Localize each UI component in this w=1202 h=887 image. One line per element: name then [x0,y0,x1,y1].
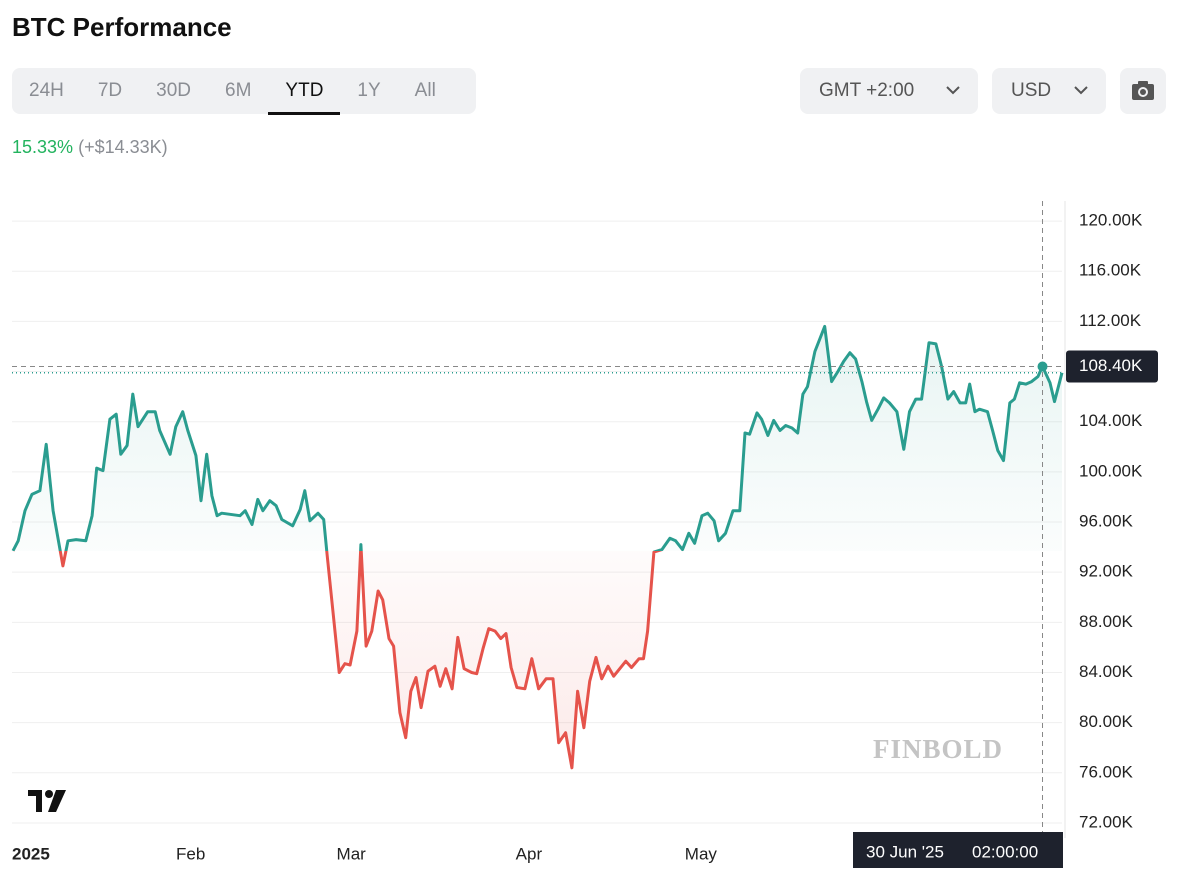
y-tick-label: 76.00K [1079,762,1134,781]
x-tick-label: 2025 [12,844,50,863]
y-tick-label: 80.00K [1079,712,1134,731]
change-amount: (+$14.33K) [78,137,168,157]
price-label: 108.40K [1079,356,1143,375]
date-label-box [853,832,1063,868]
range-tab[interactable]: YTD [268,68,341,115]
timezone-select[interactable]: GMT +2:00 [800,68,978,114]
y-tick-label: 100.00K [1079,461,1143,480]
camera-icon [1132,81,1154,100]
y-tick-label: 112.00K [1079,311,1142,330]
currency-label: USD [1011,80,1052,101]
chevron [946,86,960,95]
y-tick-label: 116.00K [1079,261,1142,280]
time-label: 02:00:00 [972,842,1038,861]
x-tick-label: Apr [516,844,543,863]
range-tab[interactable]: All [414,80,436,101]
range-tab[interactable]: 24H [29,80,64,101]
y-tick-label: 104.00K [1079,411,1143,430]
change: 15.33% (+$14.33K) [12,137,168,158]
y-tick-label: 88.00K [1079,612,1134,631]
range-tab[interactable]: 7D [97,80,123,101]
timezone-label: GMT +2:00 [819,80,915,101]
range-tab[interactable]: 1Y [357,80,381,101]
watermark: FINBOLD [873,734,1003,764]
range-tabs: 24H 7D 30D 6M YTD 1Y All [12,68,476,115]
x-tick-label: Mar [337,844,367,863]
y-tick-label: 120.00K [1079,211,1143,230]
tradingview-logo [28,790,66,812]
price-label-box [1066,350,1158,383]
currency-select[interactable]: USD [992,68,1106,114]
y-tick-label: 84.00K [1079,662,1134,681]
range-tab[interactable]: 30D [156,80,192,101]
price-line [11,324,1064,770]
x-tick-label: May [685,844,718,863]
y-tick-label: 72.00K [1079,812,1134,831]
change-percent: 15.33% [12,137,74,157]
y-tick-label: 92.00K [1079,562,1134,581]
chevron [1074,86,1088,95]
area [13,326,1062,768]
screenshot-button[interactable] [1120,68,1166,114]
title: BTC Performance [12,12,232,42]
x-tick-label: Feb [176,844,205,863]
date-label: 30 Jun '25 [866,842,944,861]
range-tab[interactable]: 6M [225,80,252,101]
cursor-point [1037,361,1048,372]
y-tick-label: 96.00K [1079,511,1134,530]
